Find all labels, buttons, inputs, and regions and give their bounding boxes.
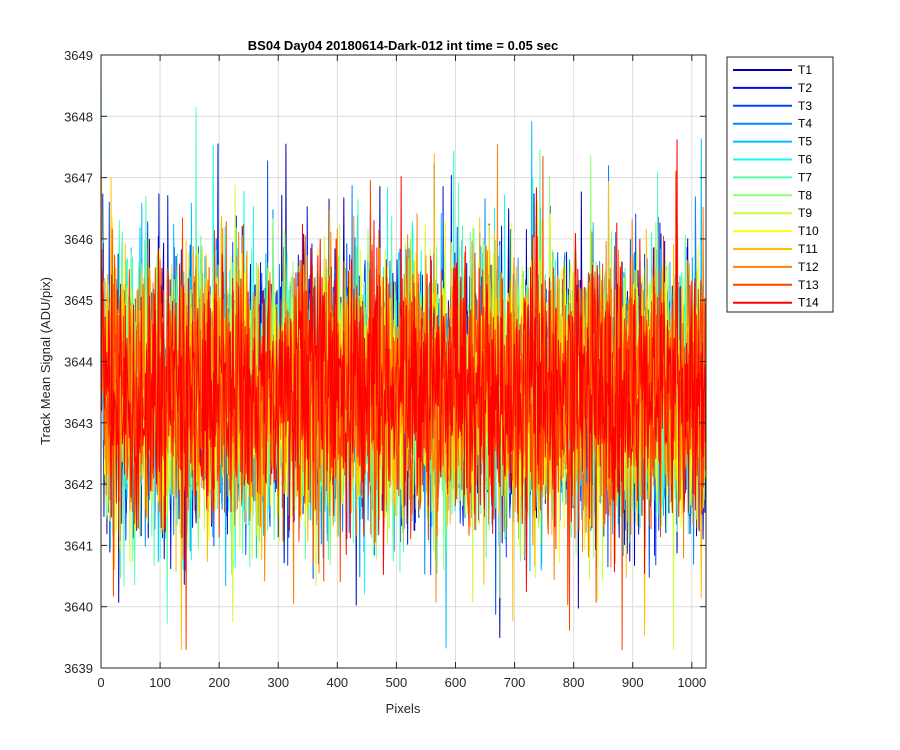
x-tick-label: 0 — [97, 675, 104, 690]
legend-label-t1: T1 — [798, 63, 812, 77]
x-tick-label: 900 — [622, 675, 644, 690]
legend: T1 T2 T3 T4 T5 T6 T7 T8 T9 T10 T11 T12 T13 T14 — [726, 56, 834, 313]
legend-label-t6: T6 — [798, 153, 812, 167]
legend-label-t10: T10 — [798, 224, 819, 238]
y-tick-label: 3639 — [64, 661, 93, 676]
legend-label-t4: T4 — [798, 117, 812, 131]
x-axis-label: Pixels — [386, 701, 421, 716]
y-tick-label: 3643 — [64, 416, 93, 431]
x-tick-label: 400 — [326, 675, 348, 690]
legend-label-t8: T8 — [798, 188, 812, 202]
y-axis-label: Track Mean Signal (ADU/pix) — [38, 277, 53, 445]
x-tick-label: 100 — [149, 675, 171, 690]
y-tick-label: 3645 — [64, 293, 93, 308]
x-tick-label: 1000 — [677, 675, 706, 690]
y-tick-label: 3642 — [64, 477, 93, 492]
axis-ticks: 0 100 200 300 400 500 600 700 800 900 1000 3639 3640… — [64, 48, 706, 690]
legend-label-t14: T14 — [798, 296, 819, 310]
x-tick-label: 300 — [267, 675, 289, 690]
series-line-t14 — [100, 104, 707, 593]
y-tick-label: 3644 — [64, 355, 93, 370]
legend-label-t5: T5 — [798, 135, 812, 149]
x-tick-label: 800 — [563, 675, 585, 690]
legend-label-t12: T12 — [798, 260, 819, 274]
x-tick-label: 200 — [208, 675, 230, 690]
legend-label-t11: T11 — [798, 242, 818, 256]
y-tick-label: 3648 — [64, 109, 93, 124]
x-tick-label: 500 — [386, 675, 408, 690]
legend-box — [726, 56, 834, 313]
legend-label-t13: T13 — [798, 278, 819, 292]
series-lines — [100, 54, 707, 651]
y-tick-label: 3640 — [64, 600, 93, 615]
x-tick-label: 700 — [504, 675, 526, 690]
legend-label-t2: T2 — [798, 81, 812, 95]
legend-label-t7: T7 — [798, 170, 812, 184]
chart-title: BS04 Day04 20180614-Dark-012 int time = … — [248, 38, 558, 53]
y-tick-label: 3647 — [64, 171, 93, 186]
legend-label-t9: T9 — [798, 206, 812, 220]
x-tick-label: 600 — [445, 675, 467, 690]
y-tick-label: 3649 — [64, 48, 93, 63]
y-tick-label: 3646 — [64, 232, 93, 247]
y-tick-label: 3641 — [64, 538, 93, 553]
legend-label-t3: T3 — [798, 99, 812, 113]
